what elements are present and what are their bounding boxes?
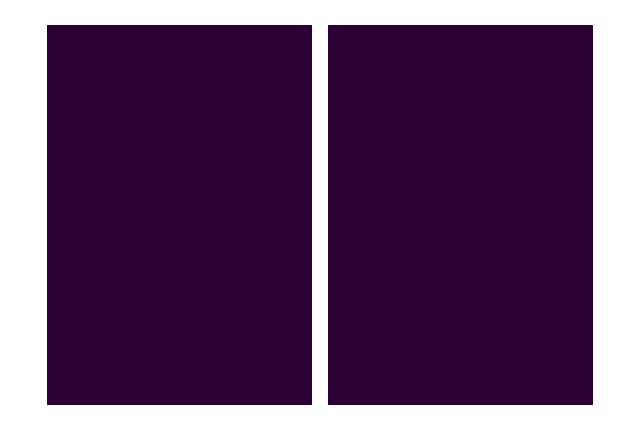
- panel-x: [47, 25, 312, 440]
- panel-y: [320, 0, 640, 440]
- heatmap-axes-x[interactable]: [47, 25, 312, 405]
- x-axis-y: [328, 405, 593, 440]
- heatmap-axes-y[interactable]: [328, 25, 593, 405]
- category-labels-right: [596, 25, 640, 405]
- x-axis-x: [47, 405, 312, 440]
- category-labels-left: [0, 25, 44, 405]
